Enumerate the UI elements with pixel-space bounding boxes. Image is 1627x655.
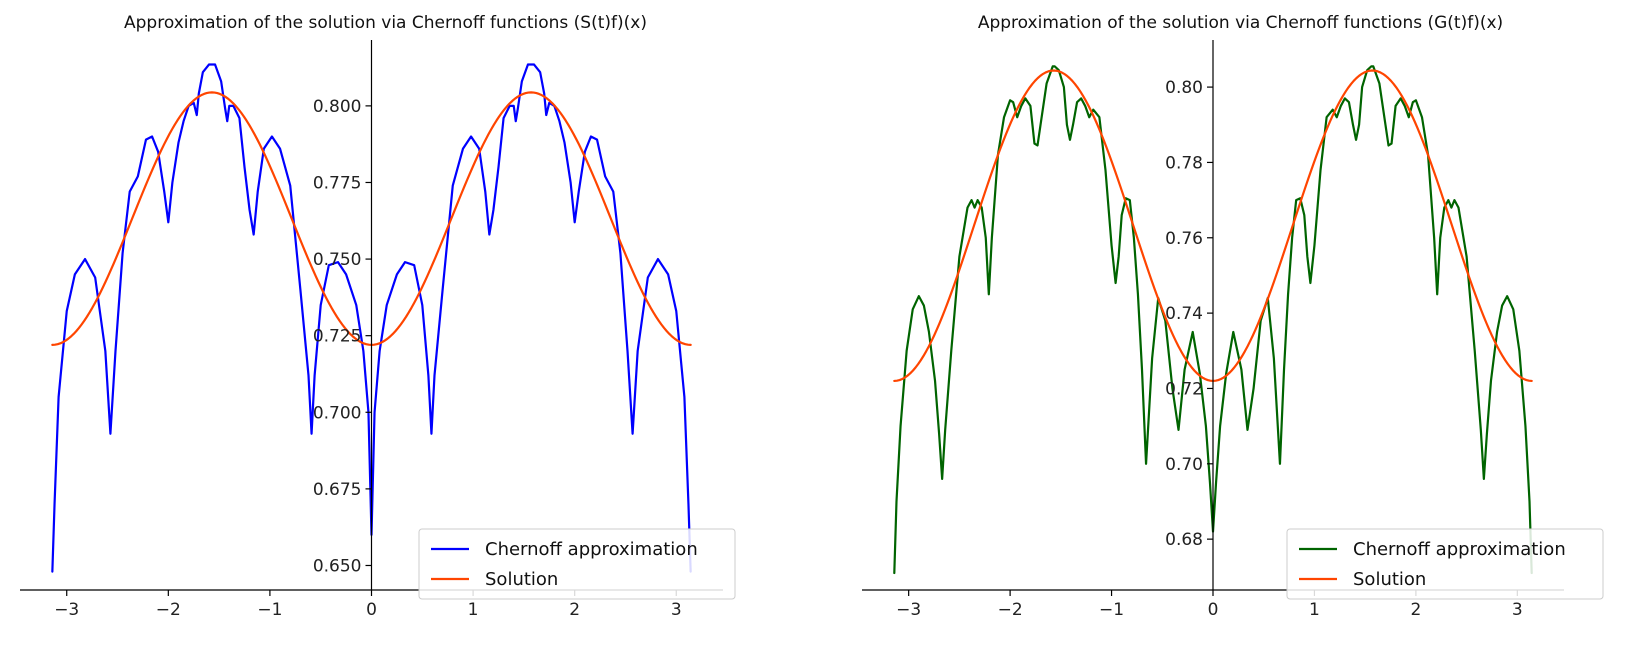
y-tick-label: 0.775 <box>313 173 362 193</box>
legend-label-solution: Solution <box>485 569 558 590</box>
y-tick-label: 0.750 <box>313 250 362 270</box>
x-tick-label: −2 <box>998 600 1023 620</box>
y-tick-label: 0.80 <box>1165 78 1203 98</box>
y-tick-label: 0.74 <box>1165 304 1203 324</box>
y-tick-label: 0.70 <box>1165 455 1203 475</box>
legend-label-chernoff: Chernoff approximation <box>485 539 698 560</box>
x-tick-label: 2 <box>1410 600 1421 620</box>
y-tick-label: 0.800 <box>313 97 362 117</box>
x-tick-label: 0 <box>366 600 377 620</box>
chart-title: Approximation of the solution via Cherno… <box>978 13 1503 33</box>
y-tick-label: 0.78 <box>1165 153 1203 173</box>
y-tick-label: 0.725 <box>313 327 362 347</box>
y-tick-label: 0.675 <box>313 480 362 500</box>
x-tick-label: −3 <box>54 600 79 620</box>
x-tick-label: −1 <box>1099 600 1124 620</box>
x-tick-label: 2 <box>569 600 580 620</box>
y-tick-label: 0.68 <box>1165 530 1203 550</box>
y-tick-label: 0.650 <box>313 556 362 576</box>
legend-box <box>418 528 736 600</box>
legend-label-chernoff: Chernoff approximation <box>1353 539 1566 560</box>
chart-panel-s: Approximation of the solution via Cherno… <box>20 13 736 620</box>
legend-box <box>1286 528 1604 600</box>
x-tick-label: 1 <box>1309 600 1320 620</box>
x-tick-label: 3 <box>1512 600 1523 620</box>
chart-panel-g: Approximation of the solution via Cherno… <box>862 13 1604 620</box>
y-tick-label: 0.72 <box>1165 379 1203 399</box>
x-tick-label: 3 <box>671 600 682 620</box>
x-tick-label: 1 <box>468 600 479 620</box>
axes: −3 −2 −1 0 1 2 3 0.650 0.675 0.700 0.725 0.750 0.775… <box>20 40 723 620</box>
legend: Chernoff approximation Solution <box>1286 528 1604 600</box>
x-tick-label: 0 <box>1208 600 1219 620</box>
x-tick-label: −1 <box>257 600 282 620</box>
legend-label-solution: Solution <box>1353 569 1426 590</box>
x-tick-label: −2 <box>156 600 181 620</box>
axes: −3 −2 −1 0 1 2 3 0.68 0.70 0.72 0.74 0.76 0.78 0.80 <box>862 40 1564 620</box>
y-tick-label: 0.76 <box>1165 229 1203 249</box>
y-tick-label: 0.700 <box>313 403 362 423</box>
legend: Chernoff approximation Solution <box>418 528 736 600</box>
chart-title: Approximation of the solution via Cherno… <box>124 13 647 33</box>
x-tick-label: −3 <box>896 600 921 620</box>
